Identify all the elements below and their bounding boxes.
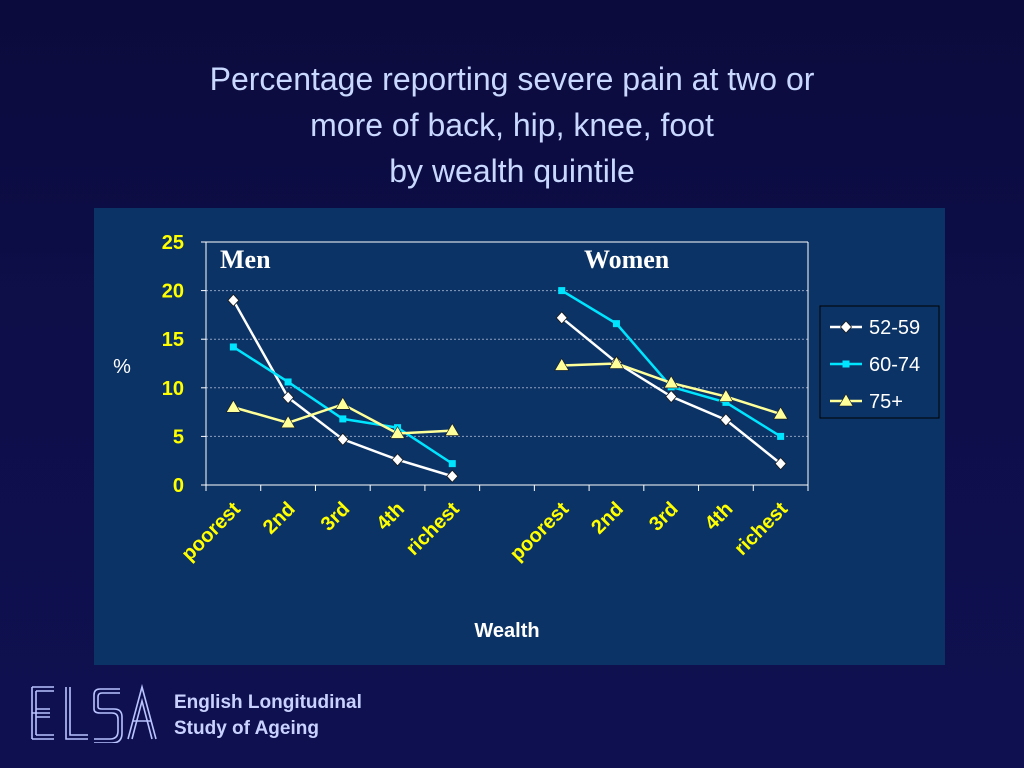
data-point xyxy=(554,357,570,371)
data-point xyxy=(608,355,624,369)
legend-marker xyxy=(842,360,850,368)
panel-label-women: Women xyxy=(584,245,670,274)
title-line-2: more of back, hip, knee, foot xyxy=(310,107,714,143)
legend-label: 52-59 xyxy=(869,317,920,339)
data-point xyxy=(558,287,566,295)
data-point xyxy=(777,432,785,440)
data-point xyxy=(718,388,734,402)
legend: 52-59 60-74 75+ xyxy=(819,305,940,419)
y-tick-label: 15 xyxy=(162,329,184,351)
data-point xyxy=(719,413,732,427)
data-point xyxy=(282,390,295,405)
data-point xyxy=(444,422,460,436)
y-tick-label: 0 xyxy=(173,475,184,497)
data-point xyxy=(448,460,456,468)
title-line-3: by wealth quintile xyxy=(389,153,635,189)
slide-title: Percentage reporting severe pain at two … xyxy=(60,56,964,194)
title-line-1: Percentage reporting severe pain at two … xyxy=(209,61,815,97)
legend-box xyxy=(819,305,940,419)
data-point xyxy=(227,293,240,307)
data-point xyxy=(555,311,568,325)
data-point xyxy=(446,469,459,483)
elsa-logo xyxy=(31,683,157,743)
y-tick-label: 20 xyxy=(162,281,184,303)
y-tick-label: 25 xyxy=(162,232,184,254)
data-point xyxy=(774,457,787,471)
data-point xyxy=(391,453,404,467)
data-point xyxy=(336,432,349,446)
data-point xyxy=(665,389,678,404)
organization-name: English Longitudinal Study of Ageing xyxy=(174,690,362,742)
data-point xyxy=(335,396,351,410)
data-point xyxy=(722,398,730,406)
panel-label-men: Men xyxy=(220,245,271,274)
legend-marker xyxy=(839,320,853,334)
data-point xyxy=(339,415,347,423)
data-point xyxy=(612,320,620,328)
data-point xyxy=(229,343,237,351)
org-line-1: English Longitudinal xyxy=(174,692,362,713)
data-point xyxy=(663,375,679,389)
data-point xyxy=(225,399,241,413)
x-axis-label: Wealth xyxy=(474,620,539,642)
data-point xyxy=(773,406,789,420)
org-line-2: Study of Ageing xyxy=(174,718,319,739)
legend-marker xyxy=(838,393,854,407)
y-axis-label: % xyxy=(113,356,131,378)
plot-area xyxy=(206,242,808,485)
y-tick-label: 5 xyxy=(173,426,184,448)
legend-label: 60-74 xyxy=(869,354,920,376)
data-point xyxy=(284,378,292,386)
y-tick-label: 10 xyxy=(162,378,184,400)
legend-label: 75+ xyxy=(869,391,903,413)
data-point xyxy=(280,415,296,429)
data-point xyxy=(390,425,406,439)
